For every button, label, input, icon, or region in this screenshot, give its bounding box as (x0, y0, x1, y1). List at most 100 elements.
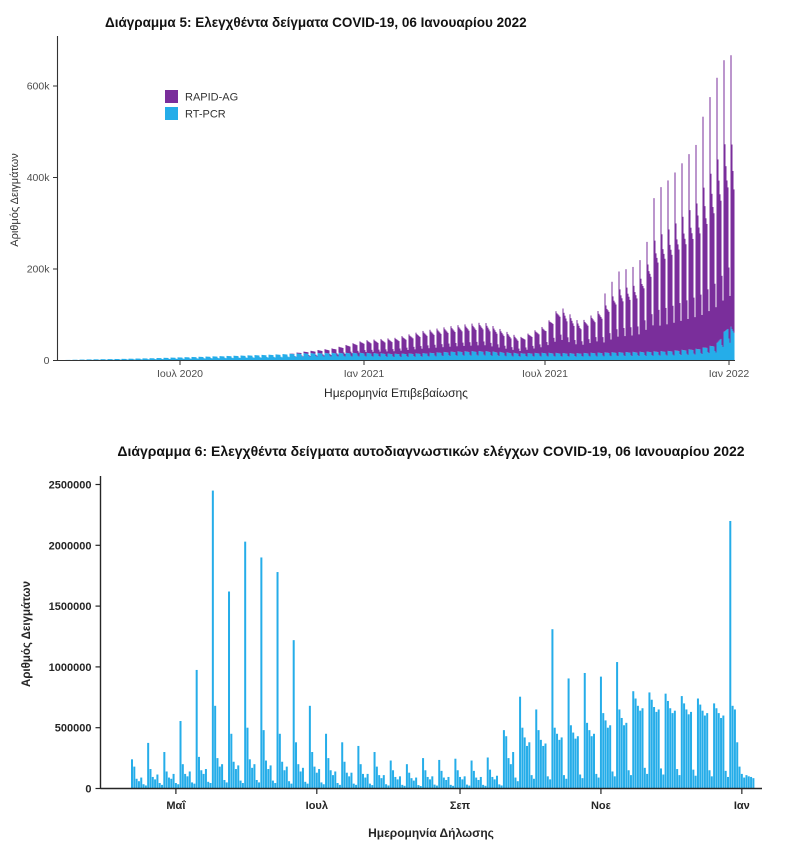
bar-rapid-ag (371, 349, 373, 356)
bar-rt-pcr (197, 358, 199, 361)
bar-rt-pcr (450, 351, 452, 361)
bar-rt-pcr (103, 359, 105, 361)
bar-rt-pcr (333, 353, 335, 361)
bar-rt-pcr (158, 358, 160, 361)
bar-rapid-ag (414, 349, 416, 357)
bar-self-test (569, 725, 572, 789)
bar-rapid-ag (555, 311, 557, 353)
bar-self-test (191, 782, 194, 789)
bar-rt-pcr (145, 358, 147, 361)
bar-rapid-ag (561, 339, 563, 357)
bar-rt-pcr (187, 357, 189, 361)
bar-rapid-ag (602, 337, 604, 356)
bar-rt-pcr (729, 342, 731, 361)
bar-rt-pcr (282, 354, 284, 361)
bar-rt-pcr (705, 347, 707, 361)
bar-rt-pcr (580, 353, 582, 361)
bar-rt-pcr (172, 357, 174, 361)
bar-rapid-ag (428, 348, 430, 357)
bar-rt-pcr (460, 351, 462, 361)
bar-rt-pcr (709, 345, 711, 361)
bar-rt-pcr (732, 330, 734, 361)
bar-self-test (387, 785, 390, 789)
bar-self-test (738, 766, 741, 789)
bar-rt-pcr (316, 356, 318, 361)
bar-rt-pcr (130, 358, 132, 361)
bar-rt-pcr (351, 356, 353, 361)
bar-rt-pcr (589, 356, 591, 361)
bar-rapid-ag (718, 180, 720, 341)
bar-rt-pcr (686, 353, 688, 361)
bar-self-test (576, 736, 579, 789)
bar-self-test (657, 709, 660, 789)
bar-rapid-ag (366, 340, 368, 353)
bar-rt-pcr (307, 353, 309, 361)
bar-rapid-ag (429, 329, 431, 353)
bar-rt-pcr (157, 358, 159, 361)
bar-self-test (595, 773, 598, 789)
bar-rt-pcr (129, 358, 131, 361)
bar-rt-pcr (136, 358, 138, 361)
bar-rt-pcr (661, 351, 663, 361)
bar-rt-pcr (374, 353, 376, 361)
bar-rapid-ag (607, 310, 609, 353)
bar-rapid-ag (425, 334, 427, 354)
bar-rapid-ag (630, 327, 632, 356)
bar-rapid-ag (465, 326, 467, 352)
bar-self-test (470, 760, 473, 789)
bar-rapid-ag (357, 350, 359, 356)
bar-rapid-ag (509, 336, 511, 354)
bar-rapid-ag (318, 350, 320, 354)
bar-rapid-ag (693, 297, 695, 354)
bar-rapid-ag (454, 331, 456, 353)
bar-rapid-ag (368, 341, 370, 354)
bar-rt-pcr (422, 353, 424, 361)
bar-rt-pcr (144, 358, 146, 361)
bar-rapid-ag (298, 352, 300, 354)
bar-rt-pcr (195, 357, 197, 361)
bar-rt-pcr (602, 355, 604, 361)
bar-self-test (271, 780, 274, 789)
bar-rt-pcr (138, 358, 140, 361)
bar-rapid-ag (679, 303, 681, 355)
bar-rapid-ag (588, 339, 590, 356)
bar-self-test (553, 727, 556, 789)
bar-rapid-ag (570, 318, 572, 354)
bar-rt-pcr (97, 359, 99, 361)
bar-rt-pcr (632, 351, 634, 361)
bar-rapid-ag (646, 241, 648, 352)
bar-self-test (380, 778, 383, 789)
chart6-y-tick-label: 1500000 (49, 601, 92, 613)
bar-rt-pcr (488, 351, 490, 361)
bar-rt-pcr (456, 355, 458, 361)
bar-rapid-ag (309, 355, 311, 357)
bar-rapid-ag (483, 341, 485, 355)
bar-self-test (666, 700, 669, 789)
bar-rapid-ag (482, 329, 484, 352)
bar-rt-pcr (613, 352, 615, 361)
bar-rt-pcr (458, 351, 460, 361)
bar-rapid-ag (603, 342, 605, 357)
bar-rt-pcr (467, 351, 469, 361)
bar-rt-pcr (404, 353, 406, 361)
bar-rt-pcr (149, 358, 151, 361)
bar-rapid-ag (731, 144, 733, 329)
bar-rt-pcr (430, 352, 432, 361)
bar-rapid-ag (584, 321, 586, 354)
bar-rt-pcr (624, 356, 626, 361)
bar-rapid-ag (412, 338, 414, 355)
bar-rapid-ag (565, 318, 567, 354)
bar-rt-pcr (570, 353, 572, 361)
bar-rapid-ag (431, 332, 433, 354)
bar-self-test (701, 710, 704, 789)
bar-rapid-ag (383, 341, 385, 354)
bar-self-test (239, 780, 242, 789)
bar-rapid-ag (715, 307, 717, 353)
bar-rt-pcr (615, 352, 617, 361)
bar-self-test (593, 733, 595, 789)
bar-self-test (475, 777, 478, 789)
bar-rapid-ag (379, 351, 381, 357)
bar-rt-pcr (663, 351, 665, 361)
bar-rt-pcr (382, 353, 384, 361)
bar-rt-pcr (96, 359, 98, 361)
